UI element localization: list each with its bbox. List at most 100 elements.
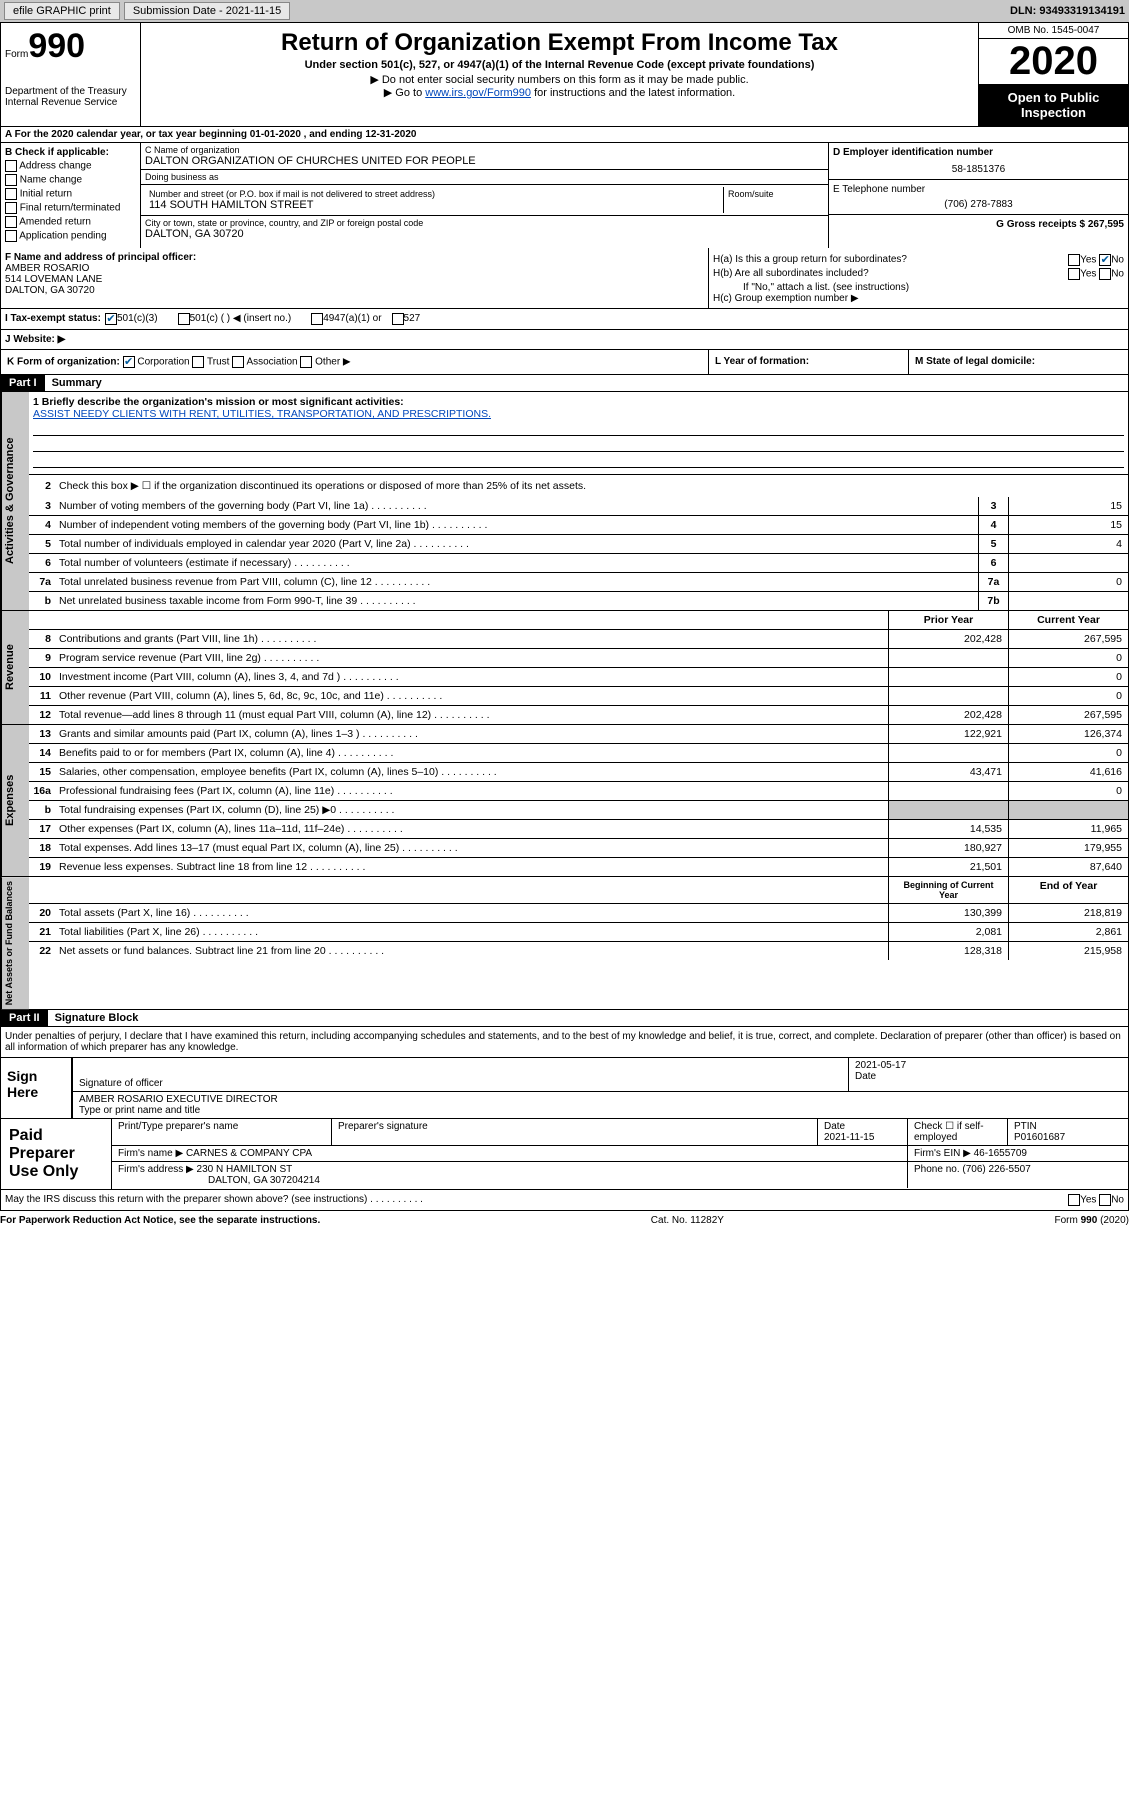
form990-link[interactable]: www.irs.gov/Form990: [425, 87, 531, 99]
na-header-row: Beginning of Current Year End of Year: [29, 877, 1128, 904]
part2-header: Part II Signature Block: [0, 1010, 1129, 1027]
form-header: Form990 Department of the Treasury Inter…: [0, 22, 1129, 127]
footer: For Paperwork Reduction Act Notice, see …: [0, 1211, 1129, 1230]
cb-4947[interactable]: [311, 313, 323, 325]
subtitle-1: Under section 501(c), 527, or 4947(a)(1)…: [147, 59, 972, 71]
part1-tag: Part I: [1, 375, 45, 391]
discuss-row: May the IRS discuss this return with the…: [0, 1190, 1129, 1211]
l-block: L Year of formation:: [708, 350, 908, 374]
org-name-row: C Name of organization DALTON ORGANIZATI…: [141, 143, 828, 170]
cb-trust[interactable]: [192, 356, 204, 368]
sig-officer-cell: Signature of officer: [73, 1058, 848, 1091]
cb-pending[interactable]: Application pending: [5, 230, 136, 242]
cb-527[interactable]: [392, 313, 404, 325]
line-21: 21 Total liabilities (Part X, line 26) 2…: [29, 923, 1128, 942]
footer-right: Form 990 (2020): [1055, 1215, 1129, 1226]
line-5: 5 Total number of individuals employed i…: [29, 535, 1128, 554]
sig-name-cell: AMBER ROSARIO EXECUTIVE DIRECTOR Type or…: [73, 1092, 1128, 1118]
form-word: Form: [5, 49, 28, 60]
hc-label: H(c) Group exemption number ▶: [713, 293, 1124, 304]
row-fh: F Name and address of principal officer:…: [0, 248, 1129, 309]
phone-val: (706) 278-7883: [833, 199, 1124, 210]
officer-name: AMBER ROSARIO: [5, 263, 704, 274]
city-row: City or town, state or province, country…: [141, 216, 828, 242]
col-b: B Check if applicable: Address change Na…: [1, 143, 141, 248]
efile-btn[interactable]: efile GRAPHIC print: [4, 2, 120, 20]
revenue-section: Revenue Prior Year Current Year 8 Contri…: [0, 611, 1129, 725]
ein-label: D Employer identification number: [833, 147, 993, 158]
line-11: 11 Other revenue (Part VIII, column (A),…: [29, 687, 1128, 706]
cb-amended[interactable]: Amended return: [5, 216, 136, 228]
penalties-text: Under penalties of perjury, I declare th…: [0, 1027, 1129, 1058]
phone-row: E Telephone number (706) 278-7883: [829, 180, 1128, 215]
rev-tab: Revenue: [1, 611, 29, 724]
cb-other[interactable]: [300, 356, 312, 368]
phone-label: E Telephone number: [833, 184, 925, 195]
ein-val: 58-1851376: [833, 164, 1124, 175]
open-public: Open to Public Inspection: [979, 84, 1128, 126]
tax-year: 2020: [979, 39, 1128, 84]
line-13: 13 Grants and similar amounts paid (Part…: [29, 725, 1128, 744]
hb-note: If "No," attach a list. (see instruction…: [713, 282, 1124, 293]
year-header-row: Prior Year Current Year: [29, 611, 1128, 630]
sign-here-label: Sign Here: [1, 1058, 71, 1118]
cb-corp[interactable]: [123, 356, 135, 368]
omb-number: OMB No. 1545-0047: [979, 23, 1128, 39]
m-block: M State of legal domicile:: [908, 350, 1128, 374]
street-val: 114 SOUTH HAMILTON STREET: [149, 199, 719, 211]
l1-label: 1 Briefly describe the organization's mi…: [33, 396, 404, 408]
discuss-no[interactable]: [1099, 1194, 1111, 1206]
gross-receipts: G Gross receipts $ 267,595: [996, 219, 1124, 230]
line-6: 6 Total number of volunteers (estimate i…: [29, 554, 1128, 573]
row-i: I Tax-exempt status: 501(c)(3) 501(c) ( …: [0, 309, 1129, 330]
discuss-yes[interactable]: [1068, 1194, 1080, 1206]
ein-row: D Employer identification number 58-1851…: [829, 143, 1128, 180]
line-b: b Net unrelated business taxable income …: [29, 592, 1128, 610]
form-id-block: Form990 Department of the Treasury Inter…: [1, 23, 141, 126]
cb-assoc[interactable]: [232, 356, 244, 368]
firm-name-row: Firm's name ▶ CARNES & COMPANY CPA: [112, 1146, 908, 1161]
footer-left: For Paperwork Reduction Act Notice, see …: [0, 1215, 320, 1226]
sig-date-cell: 2021-05-17 Date: [848, 1058, 1128, 1091]
prior-year-hdr: Prior Year: [888, 611, 1008, 629]
dln: DLN: 93493319134191: [1010, 5, 1125, 17]
end-year-hdr: End of Year: [1008, 877, 1128, 903]
subdate-btn[interactable]: Submission Date - 2021-11-15: [124, 2, 290, 20]
discuss-q: May the IRS discuss this return with the…: [5, 1194, 423, 1206]
city-label: City or town, state or province, country…: [145, 218, 824, 228]
sub3-b: for instructions and the latest informat…: [531, 87, 735, 99]
cb-501c[interactable]: [178, 313, 190, 325]
line-15: 15 Salaries, other compensation, employe…: [29, 763, 1128, 782]
line-20: 20 Total assets (Part X, line 16) 130,39…: [29, 904, 1128, 923]
ha-label: H(a) Is this a group return for subordin…: [713, 254, 907, 266]
line-17: 17 Other expenses (Part IX, column (A), …: [29, 820, 1128, 839]
col-de: D Employer identification number 58-1851…: [828, 143, 1128, 248]
cb-address[interactable]: Address change: [5, 160, 136, 172]
mission-text: ASSIST NEEDY CLIENTS WITH RENT, UTILITIE…: [33, 408, 491, 420]
cb-name[interactable]: Name change: [5, 174, 136, 186]
cb-final[interactable]: Final return/terminated: [5, 202, 136, 214]
prep-sig-hdr: Preparer's signature: [332, 1119, 818, 1145]
org-name: DALTON ORGANIZATION OF CHURCHES UNITED F…: [145, 155, 824, 167]
l2-text: Check this box ▶ ☐ if the organization d…: [55, 477, 1128, 495]
f-label: F Name and address of principal officer:: [5, 252, 196, 263]
begin-year-hdr: Beginning of Current Year: [888, 877, 1008, 903]
line-b: b Total fundraising expenses (Part IX, c…: [29, 801, 1128, 820]
line-9: 9 Program service revenue (Part VIII, li…: [29, 649, 1128, 668]
i-label: I Tax-exempt status:: [5, 313, 105, 325]
firm-addr-row: Firm's address ▶ 230 N HAMILTON STDALTON…: [112, 1162, 908, 1188]
self-emp-hdr: Check ☐ if self-employed: [908, 1119, 1008, 1145]
part2-title: Signature Block: [51, 1010, 143, 1026]
street-row: Number and street (or P.O. box if mail i…: [141, 185, 828, 216]
prep-date-hdr: Date2021-11-15: [818, 1119, 908, 1145]
line-3: 3 Number of voting members of the govern…: [29, 497, 1128, 516]
main-grid: B Check if applicable: Address change Na…: [0, 143, 1129, 248]
line-8: 8 Contributions and grants (Part VIII, l…: [29, 630, 1128, 649]
k-label: K Form of organization:: [7, 357, 120, 368]
street-label: Number and street (or P.O. box if mail i…: [149, 189, 719, 199]
paid-preparer-block: Paid Preparer Use Only Print/Type prepar…: [0, 1119, 1129, 1190]
cb-initial[interactable]: Initial return: [5, 188, 136, 200]
cb-501c3[interactable]: [105, 313, 117, 325]
city-val: DALTON, GA 30720: [145, 228, 824, 240]
dept-treasury: Department of the Treasury: [5, 86, 136, 97]
